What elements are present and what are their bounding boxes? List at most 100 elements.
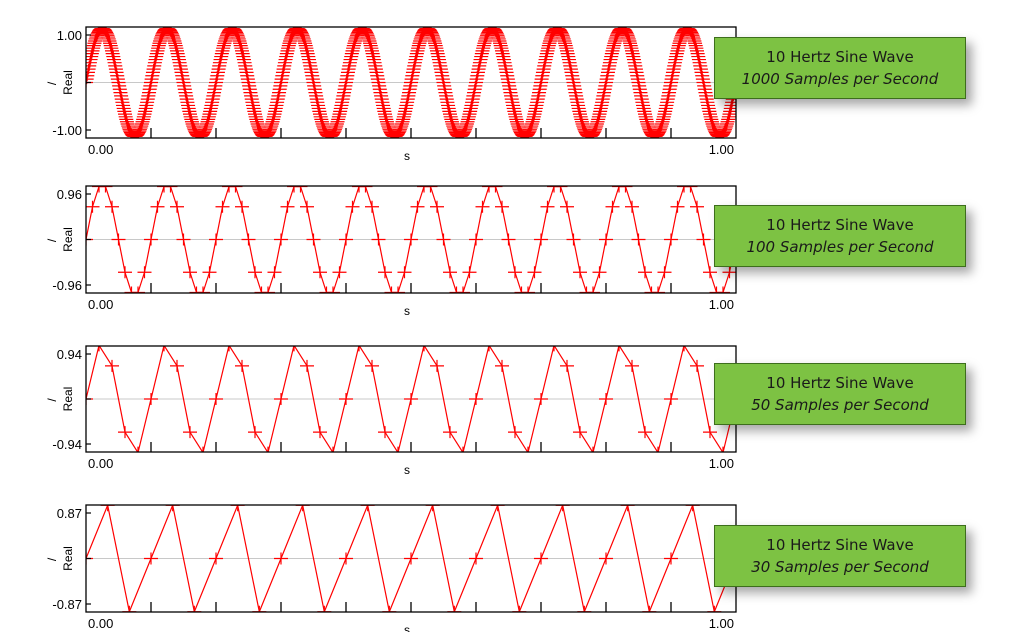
sample-marker [475,45,490,56]
sample-marker [358,27,373,37]
sample-marker [217,38,232,49]
sample-marker [591,111,606,122]
y-tick-label: -0.87 [52,597,82,612]
sample-marker [575,118,590,129]
sample-marker [657,109,672,120]
sample-marker [86,40,101,51]
sample-marker [605,200,620,213]
sample-marker [118,111,133,122]
sample-marker [534,552,548,565]
sample-marker [560,359,574,372]
x-tick-label: 0.00 [88,616,113,631]
sample-marker [704,114,719,125]
sample-marker [280,45,295,56]
sample-marker [250,118,265,129]
sample-marker [493,40,508,51]
sample-marker [586,128,600,138]
sample-marker [508,266,522,279]
sample-marker [686,33,701,44]
sample-marker [573,266,587,279]
sample-marker [135,116,150,127]
sample-marker [274,393,288,405]
chart-panel-4: 0.00 1.00 s 0.87 -0.87 Real/ [45,504,737,632]
sample-marker [476,40,491,51]
sample-marker [413,36,428,47]
plot-area [86,27,736,138]
sample-marker [559,43,574,54]
sample-marker [371,233,386,246]
sample-marker [144,233,158,246]
sample-marker [393,122,408,133]
sample-marker [331,111,346,122]
sample-marker [136,111,151,122]
sample-marker [120,118,135,129]
sample-marker [144,552,158,565]
sample-marker [458,122,473,133]
sample-marker [664,233,678,246]
sample-marker [118,109,132,120]
sample-marker [671,43,686,54]
sample-marker [183,109,197,120]
sample-marker [365,45,379,56]
sample-marker [299,43,314,54]
sample-marker [131,128,145,138]
sample-marker [623,40,638,51]
sample-marker [588,122,603,133]
x-tick-label: 1.00 [709,142,734,157]
sample-marker [605,45,620,56]
y-axis-unit: / [45,398,59,402]
callout-title: 10 Hertz Sine Wave [766,216,914,234]
sample-marker [410,45,425,56]
x-tick-label: 1.00 [709,616,734,631]
callout-sample-rate: 100 Samples per Second [746,238,934,256]
x-axis-label: s [404,463,410,477]
sample-marker [411,40,426,51]
callout-title: 10 Hertz Sine Wave [766,536,914,554]
sample-marker [306,233,321,246]
sample-marker [326,128,340,138]
sample-marker [560,45,574,56]
sample-marker [216,43,231,54]
sample-marker [232,36,247,47]
sample-marker [296,33,311,44]
sample-marker [508,426,522,439]
sample-marker [722,109,736,120]
sample-marker [152,38,167,49]
sample-marker [248,426,262,439]
sample-marker [607,38,622,49]
sample-marker [493,38,508,49]
sample-marker [297,36,312,47]
sample-marker [396,114,411,125]
sample-marker [705,118,720,129]
sample-marker [540,200,555,213]
sample-marker [525,116,540,127]
sample-marker [397,266,412,279]
sample-marker [86,45,100,56]
sample-marker [541,43,556,54]
sample-marker [263,122,278,133]
y-tick-label: -0.96 [52,278,82,293]
sample-marker [345,200,360,213]
sample-marker [296,32,311,43]
sample-marker [527,446,529,452]
sample-marker [358,346,360,352]
sample-marker [261,128,275,138]
sample-marker [391,128,405,138]
sample-marker [267,109,282,120]
sample-marker [703,426,717,439]
sample-marker [293,346,295,352]
sample-marker [293,27,308,37]
sample-marker [462,266,477,279]
sample-marker [638,266,652,279]
sample-marker [397,109,412,120]
sample-marker [215,45,230,56]
sample-marker [618,346,620,352]
sample-marker [248,109,262,120]
y-tick-label: 0.96 [57,187,82,202]
sample-marker [199,121,214,132]
y-axis-label: Real [61,70,75,95]
sample-marker [459,121,474,132]
sample-marker [300,359,314,372]
sample-marker [105,45,119,56]
sample-marker [201,114,216,125]
